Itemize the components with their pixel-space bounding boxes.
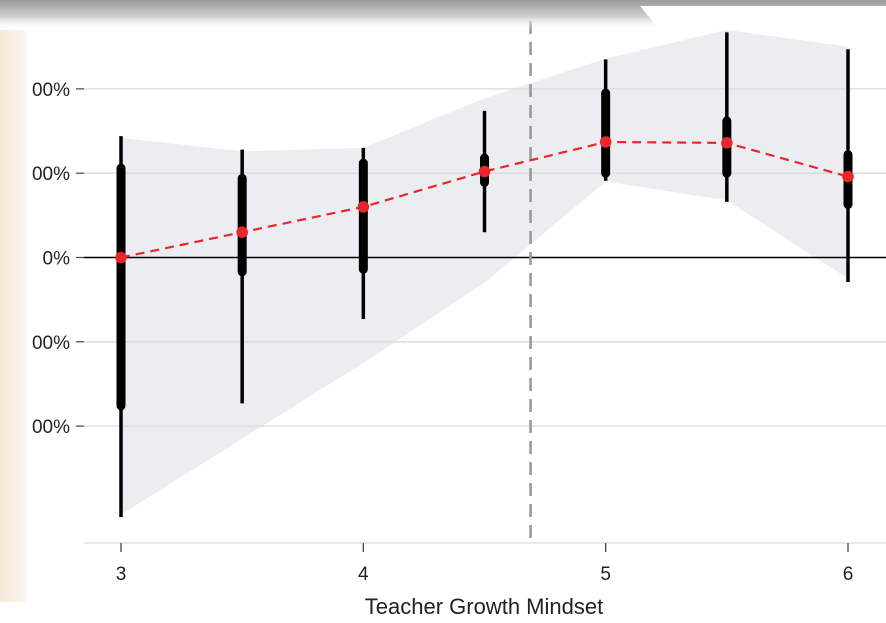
data-point <box>842 170 854 183</box>
confidence-band <box>121 29 848 515</box>
top-shadow-band <box>0 0 886 30</box>
gridline-layer <box>84 88 886 427</box>
page-edge-strip <box>0 30 26 602</box>
y-tick-label: 00% <box>32 417 70 438</box>
data-point <box>115 251 127 264</box>
x-tick-label: 6 <box>843 564 854 585</box>
x-tick-label: 4 <box>358 564 369 585</box>
y-tick-label: 0% <box>43 249 71 270</box>
data-point <box>357 201 370 213</box>
point-layer <box>115 136 854 264</box>
axis-layer: 00% 00% 0% 00% 00% 3 4 5 6 Teacher Growth Mindset <box>32 80 886 619</box>
x-tick-label: 3 <box>116 564 127 585</box>
reference-line-layer <box>84 0 886 543</box>
y-tick-label: 00% <box>32 80 70 101</box>
x-tick-label: 5 <box>600 564 611 585</box>
y-tick-label: 00% <box>32 333 70 354</box>
data-point <box>478 165 491 178</box>
window-chrome-layer <box>0 0 886 30</box>
data-point <box>721 137 733 149</box>
interval-bar-layer <box>116 32 853 518</box>
y-tick-label: 00% <box>32 164 70 185</box>
data-point <box>236 226 248 239</box>
confidence-band-layer <box>121 29 848 515</box>
x-axis-title: Teacher Growth Mindset <box>365 594 603 618</box>
data-point <box>599 136 612 148</box>
background-layer <box>0 30 26 602</box>
